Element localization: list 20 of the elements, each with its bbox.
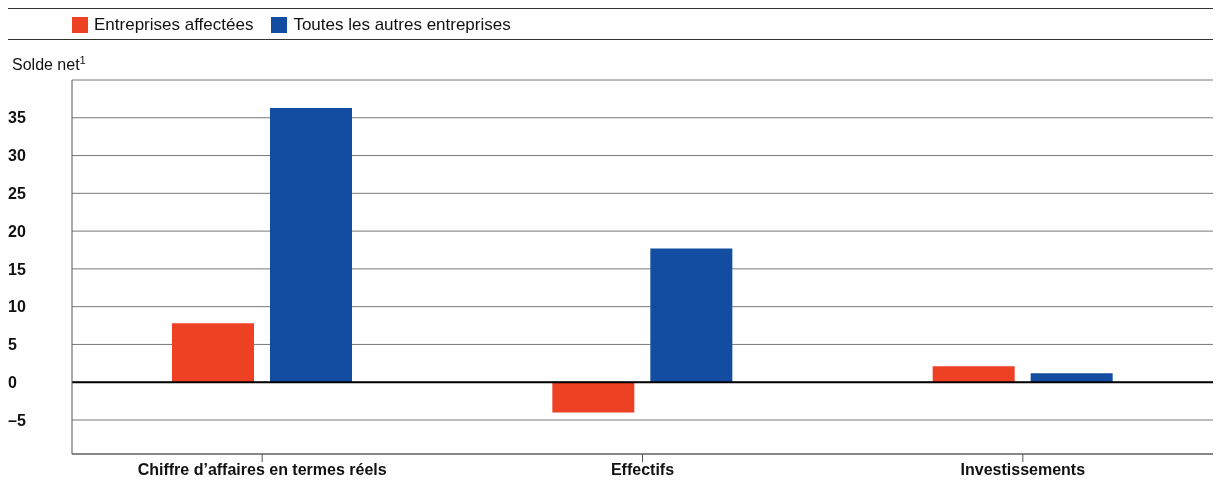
y-tick-label: –5: [8, 411, 26, 429]
bar: [932, 366, 1015, 383]
bar: [270, 107, 352, 383]
bar: [650, 248, 733, 383]
y-tick-label: 0: [8, 373, 17, 391]
y-tick-label: 35: [8, 109, 26, 127]
y-axis-title: Solde net$^{1}$: [12, 54, 86, 73]
legend-label: Entreprises affectées: [93, 15, 254, 35]
bar: [172, 323, 254, 383]
y-tick-label: 5: [8, 336, 17, 354]
y-tick-label: 20: [8, 222, 26, 240]
x-tick-label: Effectifs: [610, 461, 675, 479]
legend-label: Toutes les autres entreprises: [292, 15, 511, 35]
y-tick-label: 25: [8, 185, 26, 203]
x-tick-label: Chiffre d’affaires en termes réels: [137, 461, 387, 479]
y-tick-label: 10: [8, 298, 26, 316]
y-tick-label: 30: [8, 147, 26, 165]
bar: [552, 382, 635, 413]
x-tick-label: Investissements: [960, 461, 1086, 479]
y-tick-label: 15: [8, 260, 26, 278]
